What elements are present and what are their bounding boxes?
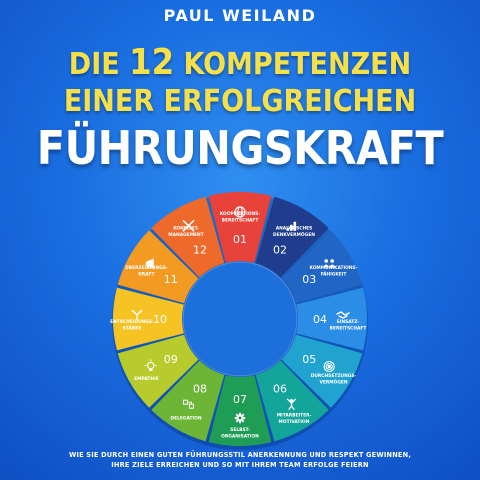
segment-label: DENKVERMÖGEN [273, 231, 315, 238]
segment-shape [208, 191, 272, 263]
title-suffix: KOMPETENZEN [174, 47, 412, 82]
tagline-line-1: WIE SIE DURCH EINEN GUTEN FÜHRUNGSSTIL A… [68, 451, 412, 459]
segment-label: STÄRKE [123, 324, 142, 331]
segment-number: 05 [302, 353, 316, 366]
segment-label: BEREITSCHAFT [330, 325, 367, 331]
segment-number: 01 [233, 233, 247, 246]
segment-label: MANAGEMENT [168, 232, 203, 238]
segment-label: ÜBERZEUGUNGS- [125, 264, 168, 271]
segment-shape [208, 375, 272, 446]
segment-shape [296, 287, 367, 351]
wheel-segment-03: 03 KOMMUNIKATIONS-FÄHIGKEIT [281, 230, 363, 304]
wheel-segment-08: 08 DELEGATION [151, 360, 225, 442]
segment-label: SELBST- [230, 427, 250, 433]
title-prefix: DIE [68, 47, 130, 82]
wheel-segment-11: 11 ÜBERZEUGUNGS-KRAFT [117, 230, 199, 304]
segment-number: 11 [164, 273, 178, 286]
megaphone-icon [145, 258, 154, 269]
segment-number: 06 [273, 382, 287, 395]
tagline-line-2: IHRE ZIELE ERREICHEN UND SO MIT IHREM TE… [111, 461, 369, 469]
segment-number: 09 [164, 353, 178, 366]
segment-label: ENTSCHEIDUNGS- [110, 319, 154, 325]
title-line-3: FÜHRUNGSKRAFT [36, 121, 444, 175]
segment-label: MITARBEITER- [277, 413, 312, 419]
segment-shape [151, 196, 225, 278]
segment-number: 04 [313, 313, 327, 326]
target-icon [323, 360, 335, 373]
segment-number: 02 [273, 244, 287, 257]
bar-chart-icon [286, 221, 297, 231]
segment-label: EINSATZ- [337, 319, 360, 325]
wheel-center [183, 262, 297, 376]
segment-shape [113, 287, 184, 351]
title-number: 12 [129, 42, 175, 83]
lightbulb-icon [144, 359, 157, 371]
wheel-segment-05: 05 DURCHSETZUNGS-VERMÖGEN [281, 334, 363, 408]
segment-label: KOMMUNIKATIONS- [310, 265, 358, 271]
segment-label: KONFLIKT- [173, 225, 199, 231]
segment-shape [281, 334, 363, 408]
wheel-segment-04: 04 EINSATZ-BEREITSCHAFT [296, 287, 367, 351]
segment-label: ANALYTISCHES [276, 225, 313, 231]
wheel-segment-12: 12 KONFLIKT-MANAGEMENT [151, 196, 225, 278]
people-icon [323, 259, 336, 268]
segment-label: DURCHSETZUNGS- [311, 373, 357, 379]
segment-number: 08 [193, 382, 207, 395]
segment-label: BEREITSCHAFT [222, 217, 259, 223]
delegate-icon [183, 399, 194, 409]
segment-label: ORGANISATION [221, 433, 259, 439]
segment-shape [281, 230, 363, 304]
globe-icon [234, 206, 246, 218]
segment-label: VERMÖGEN [319, 378, 347, 385]
segment-label: MOTIVATION [279, 419, 310, 425]
segment-number: 10 [153, 313, 167, 326]
wheel-segment-01: 01 KOOPERATIONS-BEREITSCHAFT [208, 191, 272, 263]
title-line-1: DIE 12 KOMPETENZEN [0, 42, 480, 83]
segment-label: FÄHIGKEIT [321, 270, 347, 277]
competency-wheel: 01KOOPERATIONS-BEREITSCHAFT02ANALYTISCHE… [110, 191, 368, 450]
segment-number: 07 [233, 393, 247, 406]
conflict-icon [182, 219, 195, 232]
handshake-icon [336, 311, 350, 319]
segment-number: 12 [193, 244, 207, 257]
author-name: PAUL WEILAND [163, 6, 317, 25]
person-cheer-icon [286, 398, 297, 410]
gear-icon [234, 412, 246, 424]
segment-label: DELEGATION [170, 416, 201, 422]
title-line-2: EINER ERFOLGREICHEN [63, 84, 417, 119]
decision-icon [131, 310, 143, 321]
wheel-segment-09: 09 EMPATHIE [117, 334, 199, 408]
wheel-segment-06: 06 MITARBEITER-MOTIVATION [255, 360, 329, 442]
segment-label: EMPATHIE [134, 376, 159, 382]
wheel-center-rim [182, 261, 298, 377]
segment-shape [255, 196, 329, 278]
segment-shape [117, 230, 199, 304]
segment-label: KOOPERATIONS- [220, 211, 261, 217]
segment-shape [117, 334, 199, 408]
wheel-segment-07: 07 SELBST-ORGANISATION [208, 375, 272, 446]
segment-label: KRAFT [138, 271, 154, 277]
segment-number: 03 [302, 273, 316, 286]
